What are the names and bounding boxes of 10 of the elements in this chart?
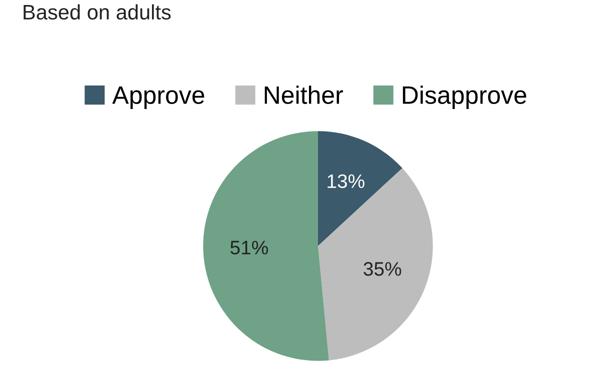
data-label: 35% [364, 262, 402, 276]
pie-slice [318, 131, 402, 246]
pie-slice [318, 168, 433, 360]
chart-subtitle: Based on adults [24, 4, 171, 20]
data-label: 13% [328, 174, 364, 188]
legend-label: Disapprove [402, 86, 526, 109]
legend-label: Neither [264, 86, 343, 104]
data-label: 51% [230, 240, 268, 254]
pie-slice [203, 131, 329, 361]
legend-label: Approve [112, 86, 204, 109]
